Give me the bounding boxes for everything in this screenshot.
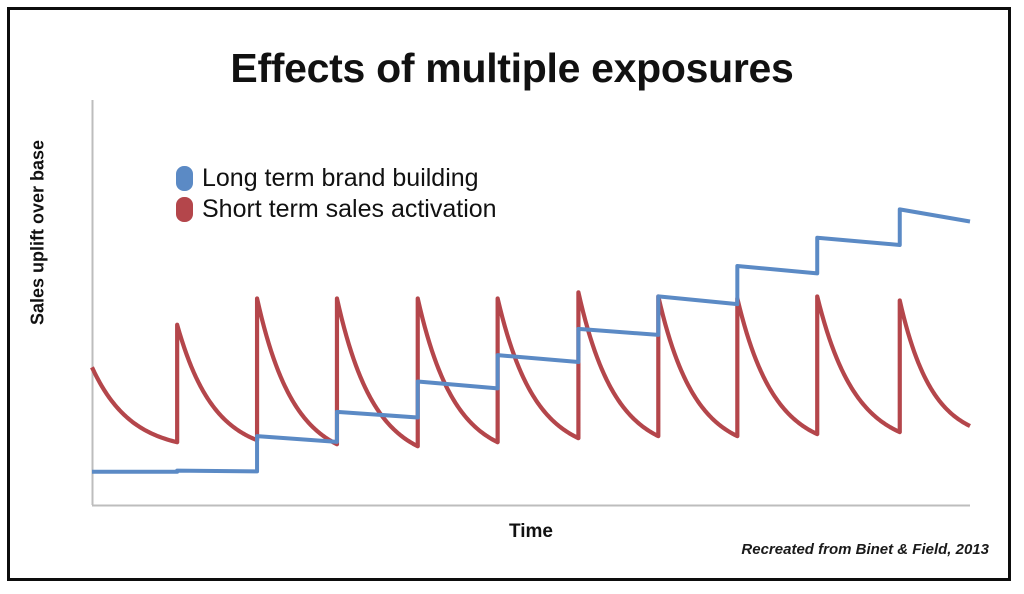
- chart-axes: [91, 100, 970, 507]
- legend-swatch-blue: [176, 166, 193, 191]
- legend-label-short-term: Short term sales activation: [202, 195, 497, 223]
- series-long-term-brand-building: [92, 207, 971, 474]
- page-title: Effects of multiple exposures: [230, 45, 794, 91]
- x-axis-title: Time: [508, 521, 553, 542]
- chart-legend: Long term brand building Short term sale…: [176, 163, 497, 225]
- legend-item-short-term: Short term sales activation: [176, 194, 497, 225]
- legend-label-long-term: Long term brand building: [202, 164, 479, 192]
- legend-swatch-red: [176, 197, 193, 222]
- slide-border-frame: [7, 7, 1011, 581]
- legend-item-long-term: Long term brand building: [176, 163, 497, 194]
- series-short-term-sales-activation: [90, 290, 971, 449]
- source-attribution: Recreated from Binet & Field, 2013: [741, 541, 989, 558]
- y-axis-title: Sales uplift over base: [27, 139, 48, 326]
